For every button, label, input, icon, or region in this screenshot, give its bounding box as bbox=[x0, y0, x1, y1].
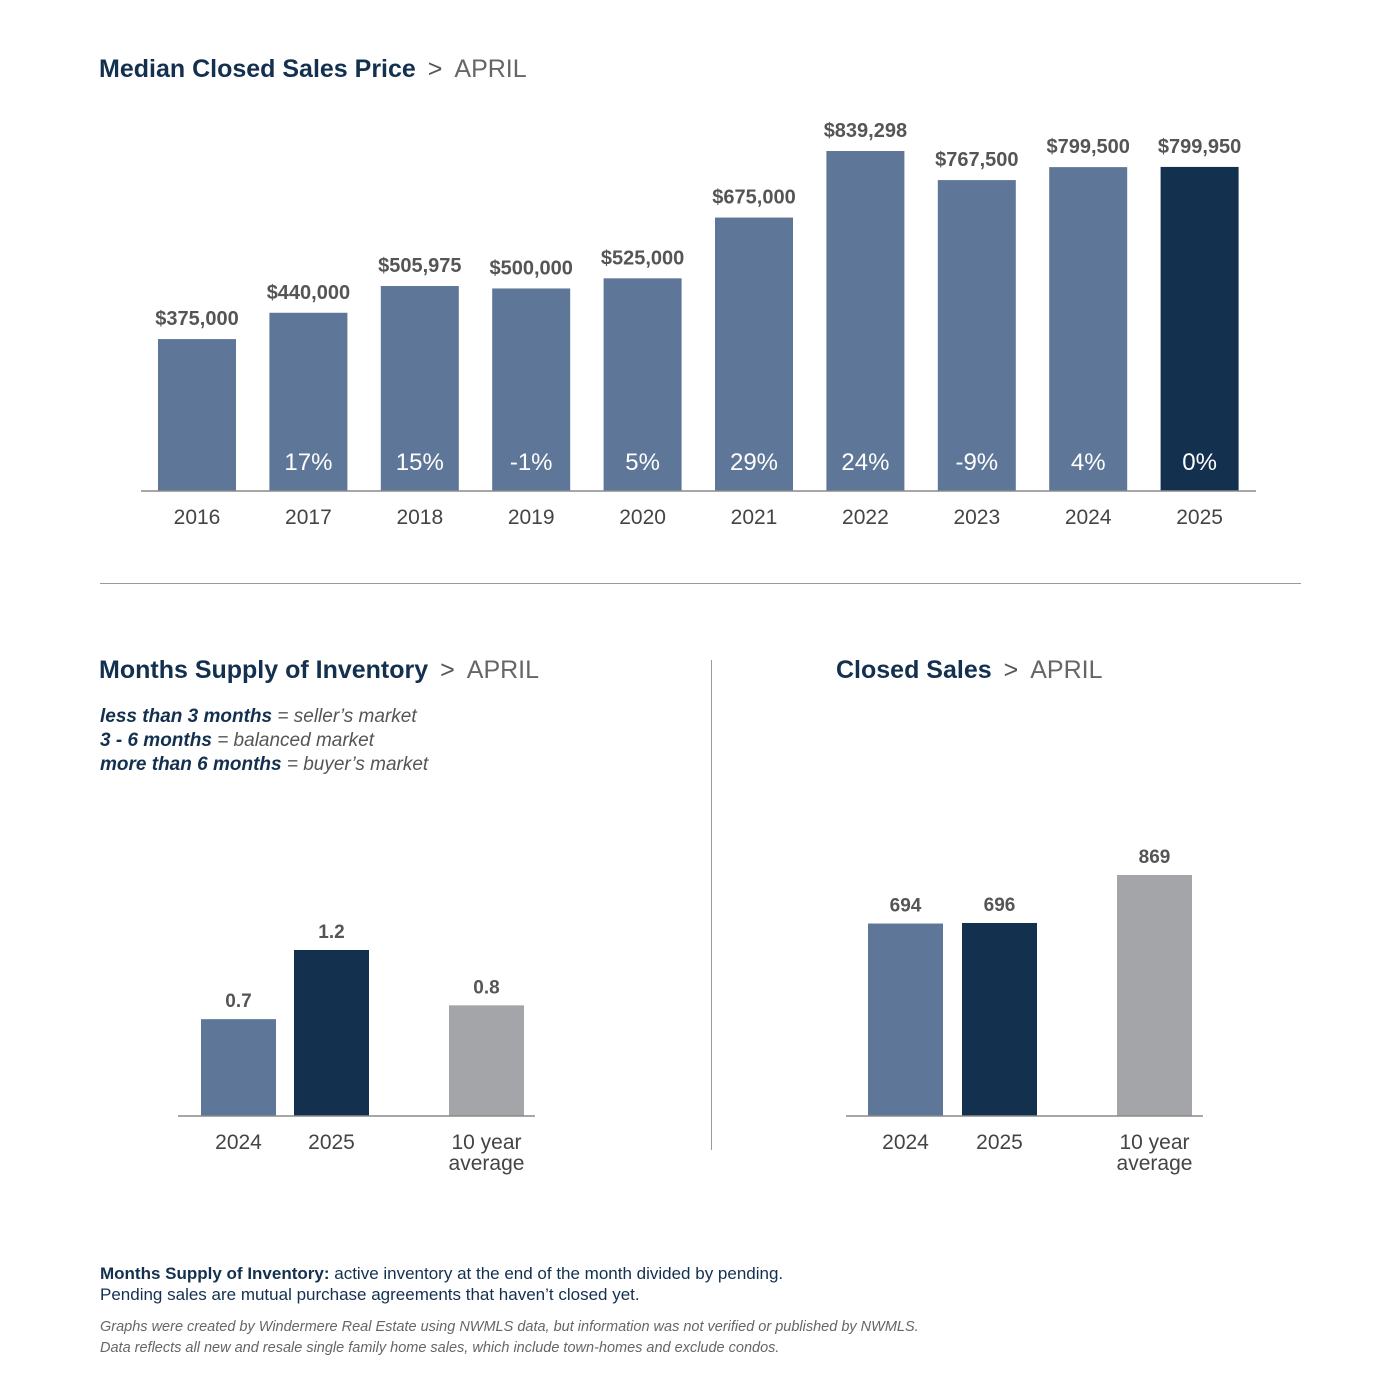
title-separator: > bbox=[1003, 656, 1019, 684]
closed-sales-title: Closed Sales > APRIL bbox=[836, 656, 1103, 685]
x-tick-label: 2017 bbox=[285, 506, 332, 529]
bar bbox=[158, 339, 236, 491]
legend-key: less than 3 months bbox=[100, 706, 273, 727]
change-label: 29% bbox=[730, 449, 778, 476]
bar bbox=[380, 286, 459, 491]
value-label: $505,975 bbox=[378, 255, 461, 277]
value-label: $675,000 bbox=[712, 187, 795, 209]
market-legend: less than 3 months = seller’s market 3 -… bbox=[100, 705, 428, 777]
x-tick-label: 2021 bbox=[731, 506, 778, 529]
value-label: 0.8 bbox=[473, 977, 499, 998]
x-tick-label: 2024 bbox=[215, 1131, 262, 1154]
chart-subtitle: APRIL bbox=[466, 656, 540, 684]
x-tick-label: 2025 bbox=[976, 1131, 1023, 1154]
value-label: $799,500 bbox=[1046, 136, 1129, 158]
change-label: 0% bbox=[1182, 449, 1217, 476]
chart-subtitle: APRIL bbox=[1030, 656, 1103, 684]
title-separator: > bbox=[440, 656, 455, 684]
legend-row: less than 3 months = seller’s market bbox=[100, 705, 428, 729]
bar bbox=[269, 312, 348, 491]
x-tick-label: 2025 bbox=[308, 1131, 355, 1154]
value-label: 1.2 bbox=[318, 922, 344, 943]
x-tick-label: 2022 bbox=[842, 506, 889, 529]
value-label: 696 bbox=[984, 895, 1016, 916]
x-tick-label: 2020 bbox=[619, 506, 666, 529]
bar bbox=[492, 288, 571, 491]
value-label: $375,000 bbox=[155, 308, 238, 330]
x-tick-label: 10 year average bbox=[449, 1131, 525, 1175]
footnote-line: Months Supply of Inventory: active inven… bbox=[100, 1263, 783, 1284]
legend-key: more than 6 months bbox=[100, 754, 282, 775]
legend-row: 3 - 6 months = balanced market bbox=[100, 729, 428, 753]
chart-subtitle: APRIL bbox=[454, 55, 527, 83]
bar bbox=[1049, 167, 1128, 491]
small-bar-charts: 0.7 2024 1.2 2025 0.8 10 year average 694 2024 69… bbox=[178, 847, 1203, 1175]
value-label: $440,000 bbox=[267, 282, 350, 304]
vertical-divider bbox=[711, 660, 712, 1150]
footnote-term: Months Supply of Inventory: bbox=[100, 1264, 330, 1283]
bar bbox=[294, 950, 369, 1116]
disclaimer-line: Graphs were created by Windermere Real E… bbox=[100, 1319, 919, 1335]
chart-title: Months Supply of Inventory bbox=[99, 656, 429, 684]
bar bbox=[962, 922, 1037, 1116]
bar bbox=[449, 1005, 524, 1116]
chart-title: Closed Sales bbox=[836, 656, 992, 684]
change-label: 15% bbox=[396, 449, 444, 476]
disclaimer-line: Data reflects all new and resale single … bbox=[100, 1340, 780, 1356]
x-tick-label: 2024 bbox=[882, 1131, 929, 1154]
legend-value: = buyer’s market bbox=[286, 754, 429, 775]
legend-row: more than 6 months = buyer’s market bbox=[100, 753, 428, 777]
value-label: 869 bbox=[1139, 847, 1171, 868]
footnote: Months Supply of Inventory: active inven… bbox=[100, 1263, 783, 1305]
x-tick-label: 2019 bbox=[508, 506, 555, 529]
median-price-title: Median Closed Sales Price > APRIL bbox=[99, 55, 527, 84]
value-label: 0.7 bbox=[225, 991, 251, 1012]
change-label: 4% bbox=[1071, 449, 1106, 476]
bar bbox=[937, 180, 1016, 492]
chart-title: Median Closed Sales Price bbox=[99, 55, 416, 83]
value-label: $500,000 bbox=[489, 257, 572, 279]
bar bbox=[1117, 875, 1192, 1116]
x-tick-label: 10 year average bbox=[1117, 1131, 1193, 1175]
value-label: $767,500 bbox=[935, 149, 1018, 171]
title-separator: > bbox=[427, 55, 443, 83]
bar bbox=[1160, 166, 1239, 492]
bar bbox=[603, 278, 682, 491]
footnote-line-2: Pending sales are mutual purchase agreem… bbox=[100, 1285, 640, 1304]
value-label: $839,298 bbox=[824, 120, 907, 142]
change-label: 24% bbox=[841, 449, 889, 476]
legend-value: = seller’s market bbox=[277, 706, 417, 727]
x-tick-label: 2018 bbox=[396, 506, 443, 529]
months-supply-title: Months Supply of Inventory > APRIL bbox=[99, 656, 539, 685]
change-label: -1% bbox=[510, 449, 553, 476]
disclaimer: Graphs were created by Windermere Real E… bbox=[100, 1317, 919, 1359]
median-price-chart: $375,000 2016 $440,000 17% 2017 $505,975 15% 20… bbox=[141, 120, 1256, 529]
bar bbox=[826, 151, 905, 491]
value-label: 694 bbox=[890, 896, 922, 917]
footnote-definition: active inventory at the end of the month… bbox=[334, 1264, 784, 1283]
x-tick-label: 2023 bbox=[953, 506, 1000, 529]
value-label: $799,950 bbox=[1158, 136, 1241, 158]
legend-value: = balanced market bbox=[217, 730, 375, 751]
change-label: 5% bbox=[625, 449, 660, 476]
x-tick-label: 2024 bbox=[1065, 506, 1112, 529]
section-divider bbox=[100, 583, 1301, 584]
legend-key: 3 - 6 months bbox=[100, 730, 212, 751]
bar bbox=[868, 923, 943, 1116]
value-label: $525,000 bbox=[601, 247, 684, 269]
bar bbox=[715, 217, 793, 491]
bar bbox=[201, 1019, 276, 1116]
change-label: -9% bbox=[955, 449, 998, 476]
change-label: 17% bbox=[284, 449, 332, 476]
x-tick-label: 2025 bbox=[1176, 506, 1223, 529]
x-tick-label: 2016 bbox=[174, 506, 221, 529]
